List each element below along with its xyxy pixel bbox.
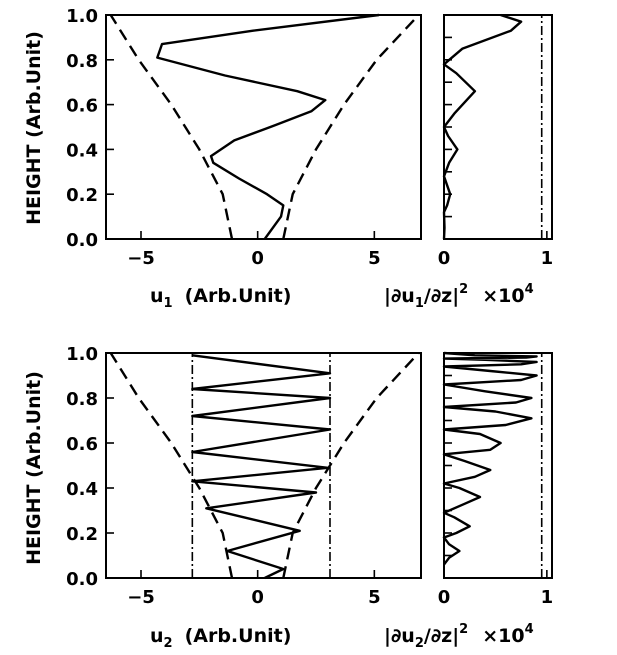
envelope-curve xyxy=(282,352,420,579)
u2-profile-panel: 0.0 0.2 0.4 0.6 0.8 1.0 −5 0 5 xyxy=(66,344,422,608)
profile-curve xyxy=(442,13,523,240)
x-label-d: ∂u xyxy=(391,285,415,307)
u1-profile-panel: 0.0 0.2 0.4 0.6 0.8 1.0 −5 0 5 xyxy=(66,6,422,269)
x-tick-label: 0 xyxy=(438,248,451,269)
y-tick-label: 0.2 xyxy=(66,524,98,545)
plot-frame xyxy=(105,14,422,240)
plot-frame xyxy=(105,352,422,579)
x-label-var: u xyxy=(150,285,164,307)
x-label-mult: ×10 xyxy=(482,625,524,647)
y-tick-label: 0.8 xyxy=(66,51,98,72)
x-label-rest: (Arb.Unit) xyxy=(185,285,292,307)
x-label-sup: 2 xyxy=(459,282,468,297)
x-label-sub: 1 xyxy=(415,296,424,311)
y-tick-label: 0.0 xyxy=(66,230,98,251)
x-label-d: ∂u xyxy=(391,625,415,647)
x-label-sub: 2 xyxy=(415,636,424,651)
x-label-sup: 2 xyxy=(459,622,468,637)
y-tick-label: 1.0 xyxy=(66,344,98,365)
y-tick-label: 0.8 xyxy=(66,389,98,410)
y-axis-label-top: HEIGHT (Arb.Unit) xyxy=(23,31,45,225)
y-tick-label: 0.2 xyxy=(66,185,98,206)
x-axis-label-shear2: |∂u2/∂z|2 ×104 xyxy=(384,622,534,651)
x-tick-label: −5 xyxy=(127,587,155,608)
x-label-rest: (Arb.Unit) xyxy=(185,625,292,647)
envelope-curve xyxy=(109,352,234,579)
x-tick-label: 0 xyxy=(251,587,264,608)
y-tick-label: 0.4 xyxy=(66,140,98,161)
y-tick-label: 0.4 xyxy=(66,479,98,500)
x-tick-label: 5 xyxy=(368,587,381,608)
x-tick-label: 0 xyxy=(438,587,451,608)
x-label-exp: 4 xyxy=(525,282,534,297)
plot-frame xyxy=(443,14,553,240)
envelope-curve xyxy=(282,14,420,240)
x-tick-label: 5 xyxy=(368,248,381,269)
profile-curve xyxy=(442,351,538,566)
x-label-mult: ×10 xyxy=(482,285,524,307)
x-tick-label: 1 xyxy=(541,248,554,269)
x-axis-label-u1: u1 (Arb.Unit) xyxy=(150,285,291,311)
x-tick-label: 0 xyxy=(251,248,264,269)
profile-curve xyxy=(156,13,380,240)
x-label-bar: | xyxy=(384,285,391,307)
x-axis-label-shear1: |∂u1/∂z|2 ×104 xyxy=(384,282,534,311)
profile-curve xyxy=(191,354,332,580)
x-label-exp: 4 xyxy=(525,622,534,637)
y-tick-label: 0.6 xyxy=(66,96,98,117)
x-label-var: u xyxy=(150,625,164,647)
x-label-rest: /∂z| xyxy=(424,625,459,647)
x-tick-label: −5 xyxy=(127,248,155,269)
y-tick-label: 0.6 xyxy=(66,434,98,455)
x-label-bar: | xyxy=(384,625,391,647)
x-label-rest: /∂z| xyxy=(424,285,459,307)
envelope-curve xyxy=(109,14,234,240)
y-tick-label: 0.0 xyxy=(66,569,98,590)
x-tick-label: 1 xyxy=(541,587,554,608)
y-tick-label: 1.0 xyxy=(66,6,98,27)
x-label-sub: 1 xyxy=(164,296,173,311)
x-axis-label-u2: u2 (Arb.Unit) xyxy=(150,625,291,651)
y-axis-label-bottom: HEIGHT (Arb.Unit) xyxy=(23,371,45,565)
x-label-sub: 2 xyxy=(164,636,173,651)
